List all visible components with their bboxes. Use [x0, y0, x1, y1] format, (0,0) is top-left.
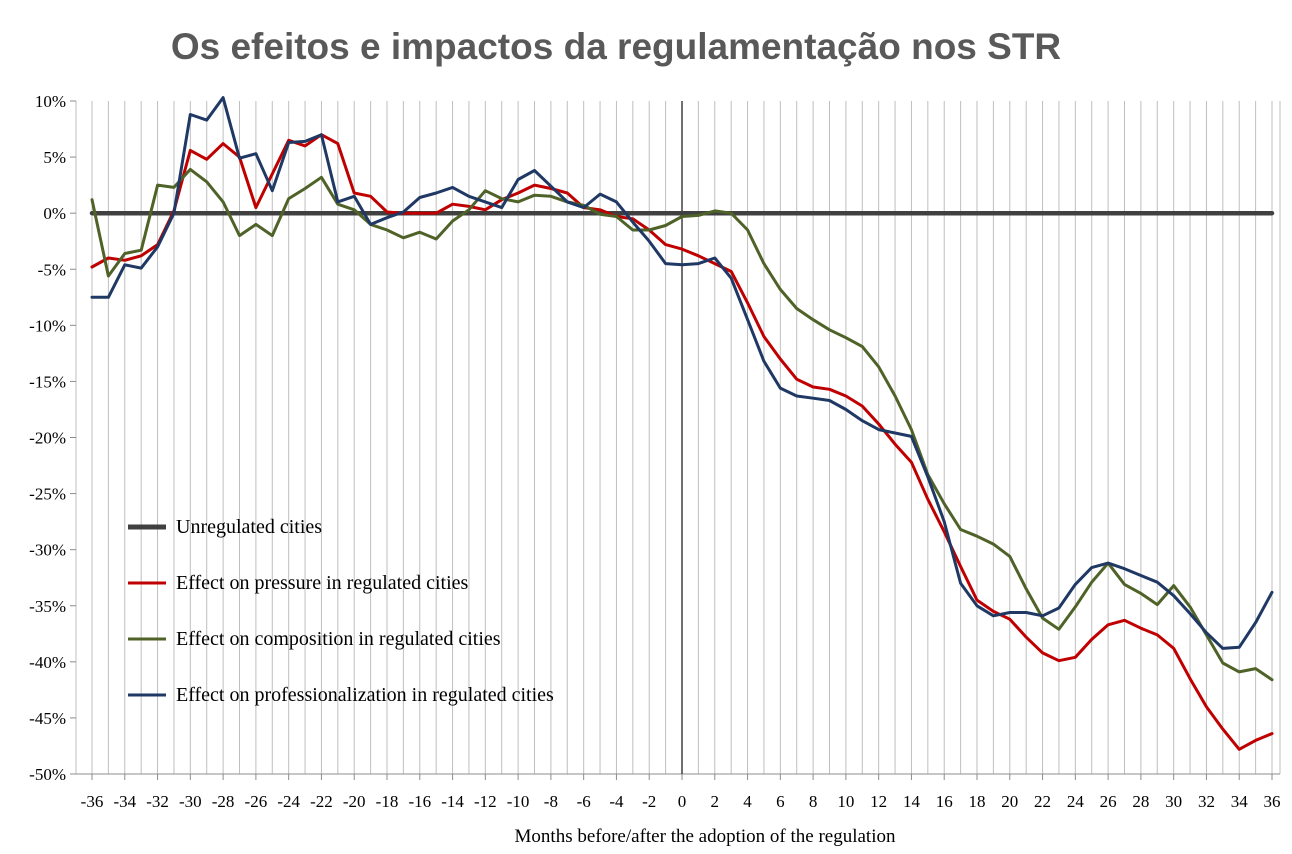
x-tick-label: 36 [1264, 792, 1281, 811]
x-tick-label: -12 [474, 792, 497, 811]
x-tick-label: -30 [179, 792, 202, 811]
x-tick-label: 4 [743, 792, 752, 811]
x-tick-label: 26 [1100, 792, 1117, 811]
y-tick-label: -50% [29, 765, 66, 784]
series-line-4 [90, 96, 1274, 650]
x-tick-label: -4 [609, 792, 624, 811]
x-tick-label: -22 [310, 792, 333, 811]
x-tick-label: 12 [870, 792, 887, 811]
legend-label: Effect on pressure in regulated cities [176, 572, 469, 594]
x-tick-label: -20 [343, 792, 366, 811]
x-tick-label: -8 [544, 792, 558, 811]
x-tick-label: 10 [837, 792, 854, 811]
legend-label: Unregulated cities [176, 516, 322, 538]
x-tick-label: 0 [678, 792, 687, 811]
x-axis-label: Months before/after the adoption of the … [515, 826, 896, 847]
x-tick-label: 28 [1132, 792, 1149, 811]
x-tick-label: -28 [212, 792, 235, 811]
x-tick-label: 18 [969, 792, 986, 811]
y-tick-label: -5% [38, 260, 66, 279]
x-tick-label: -36 [81, 792, 104, 811]
x-tick-label: 24 [1067, 792, 1085, 811]
y-tick-label: -15% [29, 372, 66, 391]
y-tick-label: -10% [29, 316, 66, 335]
x-tick-label: 20 [1001, 792, 1018, 811]
y-tick-label: 0% [43, 204, 66, 223]
y-tick-label: -35% [29, 597, 66, 616]
series-line-3 [90, 167, 1274, 682]
legend-label: Effect on professionalization in regulat… [176, 684, 554, 706]
x-tick-label: -34 [113, 792, 136, 811]
x-tick-label: -6 [577, 792, 591, 811]
y-tick-label: -40% [29, 653, 66, 672]
x-tick-label: 32 [1198, 792, 1215, 811]
y-tick-label: 10% [35, 92, 66, 111]
x-tick-label: -10 [507, 792, 530, 811]
y-tick-label: 5% [43, 148, 66, 167]
x-tick-label: 14 [903, 792, 921, 811]
tick-labels: 10% 5% 0% -5% -10% -15% -20% -25% -30% -35% -40% -4… [29, 92, 1280, 811]
series-line-2 [90, 133, 1274, 751]
x-tick-label: -18 [376, 792, 399, 811]
y-tick-label: -45% [29, 709, 66, 728]
chart-title: Os efeitos e impactos da regulamentação … [170, 26, 1062, 67]
x-tick-label: -32 [146, 792, 169, 811]
x-tick-label: 30 [1165, 792, 1182, 811]
y-tick-label: -25% [29, 485, 66, 504]
x-tick-label: -2 [642, 792, 656, 811]
x-tick-label: -26 [245, 792, 268, 811]
x-tick-label: -16 [408, 792, 431, 811]
x-tick-label: 2 [711, 792, 720, 811]
legend: Unregulated cities Effect on pressure in … [128, 516, 554, 706]
x-tick-label: 8 [809, 792, 818, 811]
x-tick-label: -24 [277, 792, 300, 811]
x-tick-label: 16 [936, 792, 953, 811]
x-tick-label: -14 [441, 792, 464, 811]
x-tick-label: 34 [1231, 792, 1249, 811]
axes [70, 100, 1281, 780]
x-tick-label: 22 [1034, 792, 1051, 811]
data-series [89, 96, 1275, 751]
y-tick-label: -20% [29, 429, 66, 448]
x-tick-label: 6 [776, 792, 785, 811]
y-tick-label: -30% [29, 541, 66, 560]
legend-label: Effect on composition in regulated citie… [176, 628, 501, 650]
